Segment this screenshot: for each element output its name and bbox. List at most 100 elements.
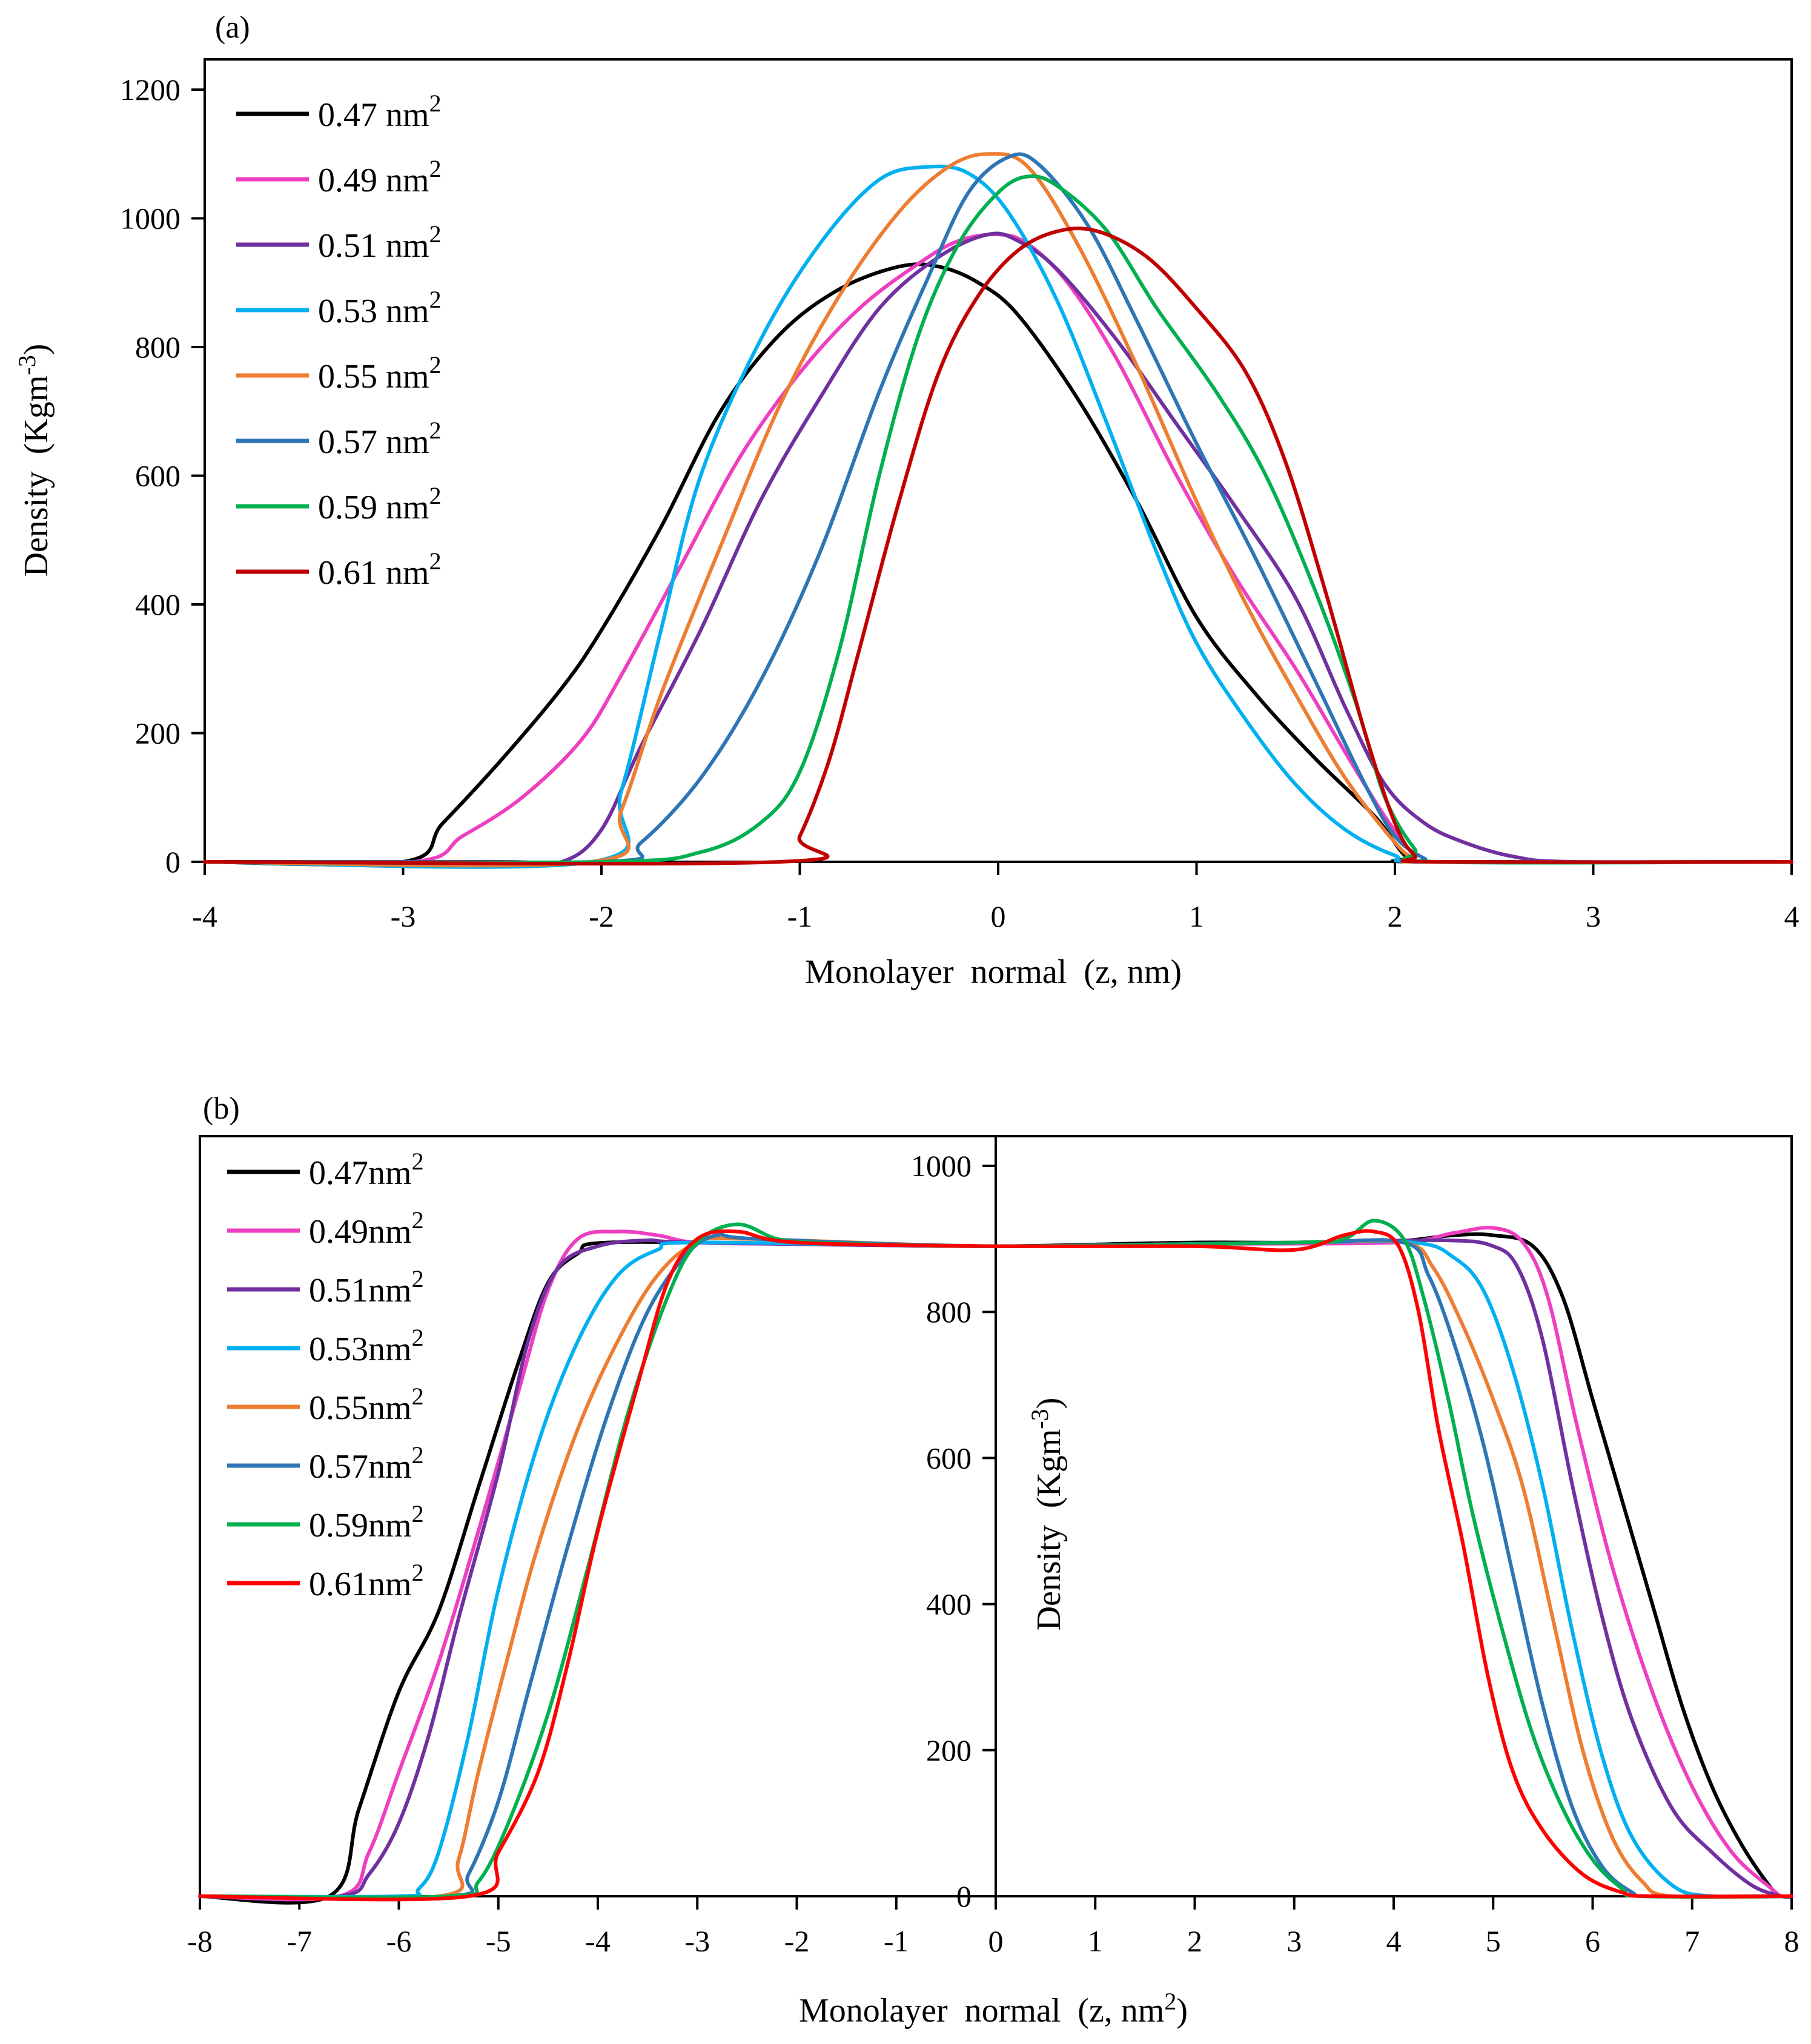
series-line-7 (203, 227, 1793, 866)
series-line-2 (203, 231, 1793, 866)
y-tick-label: 0 (165, 845, 180, 879)
panel-b-series (198, 1219, 1793, 1905)
panel-a-series (203, 152, 1793, 869)
legend-label-sup: 2 (412, 1265, 424, 1292)
panel-b-y-axis-label-sup: -3 (1026, 1409, 1053, 1429)
y-tick-label: 600 (926, 1441, 972, 1475)
legend-label: 0.49 nm2 (318, 155, 442, 199)
legend-label-sup: 2 (429, 90, 442, 117)
legend-label-text: 0.55 nm (318, 358, 429, 395)
panel-a-y-axis-label-sup: -3 (13, 355, 41, 375)
legend-label-text: 0.59 nm (318, 489, 429, 526)
panel-a-y-axis-label: Density (Kgm-3) (13, 344, 55, 577)
legend-label-text: 0.51 nm (318, 227, 429, 265)
panel-b-x-axis-label-text: Monolayer normal (z, nm (799, 1992, 1164, 2029)
svg-text:Density (Kgm-3): Density (Kgm-3) (1026, 1398, 1068, 1631)
series-line-7 (198, 1229, 1793, 1902)
legend-label-sup: 2 (429, 220, 442, 248)
x-tick-label: -8 (187, 1924, 213, 1958)
legend-label-sup: 2 (429, 417, 442, 444)
y-tick-label: 0 (956, 1879, 972, 1913)
y-tick-label: 1200 (120, 73, 180, 107)
legend-label: 0.53 nm2 (318, 286, 442, 330)
y-tick-label: 800 (135, 330, 180, 364)
legend-label-text: 0.61nm (309, 1566, 412, 1603)
legend-label-sup: 2 (429, 482, 442, 509)
panel-a-label: (a) (215, 10, 250, 45)
panel-b-x-axis-label-sup: 2 (1164, 1988, 1176, 2015)
x-tick-label: -5 (486, 1924, 511, 1958)
x-tick-label: -1 (884, 1924, 909, 1958)
x-tick-label: -4 (192, 899, 217, 933)
x-tick-label: 1 (1189, 899, 1204, 933)
x-tick-label: 2 (1187, 1924, 1202, 1958)
legend-label-text: 0.53nm (309, 1331, 412, 1368)
x-tick-label: 4 (1386, 1924, 1402, 1958)
x-tick-label: -3 (391, 899, 416, 933)
x-tick-label: 8 (1784, 1924, 1799, 1958)
y-tick-label: 600 (135, 459, 180, 493)
legend-label-text: 0.57 nm (318, 423, 429, 461)
x-tick-label: 0 (991, 899, 1006, 933)
y-tick-label: 800 (926, 1295, 972, 1329)
panel-a-plot-frame (204, 58, 1793, 863)
y-tick-label: 1000 (120, 202, 180, 236)
x-tick-label: 3 (1286, 1924, 1302, 1958)
legend-label-text: 0.59nm (309, 1507, 412, 1544)
panel-b-y-axis-label: Density (Kgm-3) (1026, 1398, 1068, 1631)
panel-b-label: (b) (203, 1091, 240, 1126)
legend-label: 0.47nm2 (309, 1148, 424, 1192)
panel-b-y-axis-label-text: Density (Kgm (1030, 1429, 1068, 1631)
legend-label: 0.55 nm2 (318, 351, 442, 395)
y-tick-label: 1000 (911, 1149, 972, 1183)
legend-label: 0.59nm2 (309, 1500, 424, 1544)
legend-label: 0.61 nm2 (318, 547, 442, 592)
legend-label: 0.61nm2 (309, 1559, 424, 1603)
legend-label-text: 0.55nm (309, 1389, 412, 1427)
panel-b-y-axis-label-close: ) (1030, 1398, 1068, 1409)
legend-label-sup: 2 (429, 351, 442, 379)
legend-label: 0.47 nm2 (318, 90, 442, 134)
legend-label: 0.49nm2 (309, 1206, 424, 1251)
panel-b-y-ticks: 0 200 400 600 800 1000 (200, 1136, 1792, 1913)
y-tick-label: 200 (135, 716, 180, 750)
series-line-0 (203, 262, 1793, 867)
panel-a-x-ticks: -4 -3 -2 -1 0 1 2 3 4 (192, 862, 1799, 933)
series-line-3 (203, 164, 1793, 869)
legend-label: 0.51nm2 (309, 1265, 424, 1309)
y-tick-label: 200 (926, 1733, 972, 1767)
legend-label: 0.57nm2 (309, 1441, 424, 1486)
legend-label: 0.57 nm2 (318, 417, 442, 461)
y-tick-label: 400 (135, 587, 180, 621)
x-tick-label: 4 (1784, 899, 1799, 933)
legend-label-sup: 2 (412, 1441, 424, 1469)
legend-label-sup: 2 (412, 1383, 424, 1410)
legend-label-text: 0.47 nm (318, 96, 429, 134)
panel-a-y-axis-label-close: ) (18, 344, 55, 356)
x-tick-label: -1 (787, 899, 813, 933)
legend-label: 0.53nm2 (309, 1324, 424, 1368)
legend-label-sup: 2 (429, 547, 442, 575)
x-tick-label: 6 (1585, 1924, 1600, 1958)
x-tick-label: -6 (386, 1924, 412, 1958)
x-tick-label: 0 (988, 1924, 1004, 1958)
legend-label-sup: 2 (412, 1148, 424, 1175)
legend-label-text: 0.61 nm (318, 554, 429, 592)
legend-label-text: 0.49 nm (318, 162, 429, 199)
x-tick-label: 3 (1586, 899, 1601, 933)
series-line-4 (203, 152, 1793, 868)
legend-label-sup: 2 (412, 1206, 424, 1234)
x-tick-label: -4 (585, 1924, 611, 1958)
x-tick-label: -3 (684, 1924, 710, 1958)
x-tick-label: -2 (784, 1924, 810, 1958)
legend-label-text: 0.53 nm (318, 293, 429, 330)
panel-a-x-axis-label: Monolayer normal (z, nm) (805, 953, 1182, 991)
panel-b: (b) 0 200 400 600 800 1000 -8 -7 -6 -5 -4 -3 -2 -1 0 1… (187, 1091, 1799, 2029)
series-line-1 (203, 232, 1793, 866)
legend-label: 0.51 nm2 (318, 220, 442, 265)
panel-b-x-ticks: -8 -7 -6 -5 -4 -3 -2 -1 0 1 2 3 4 5 6 7 8 (187, 1896, 1799, 1958)
legend-label-sup: 2 (412, 1500, 424, 1527)
x-tick-label: 1 (1088, 1924, 1103, 1958)
svg-text:Density (Kgm-3): Density (Kgm-3) (13, 344, 55, 577)
